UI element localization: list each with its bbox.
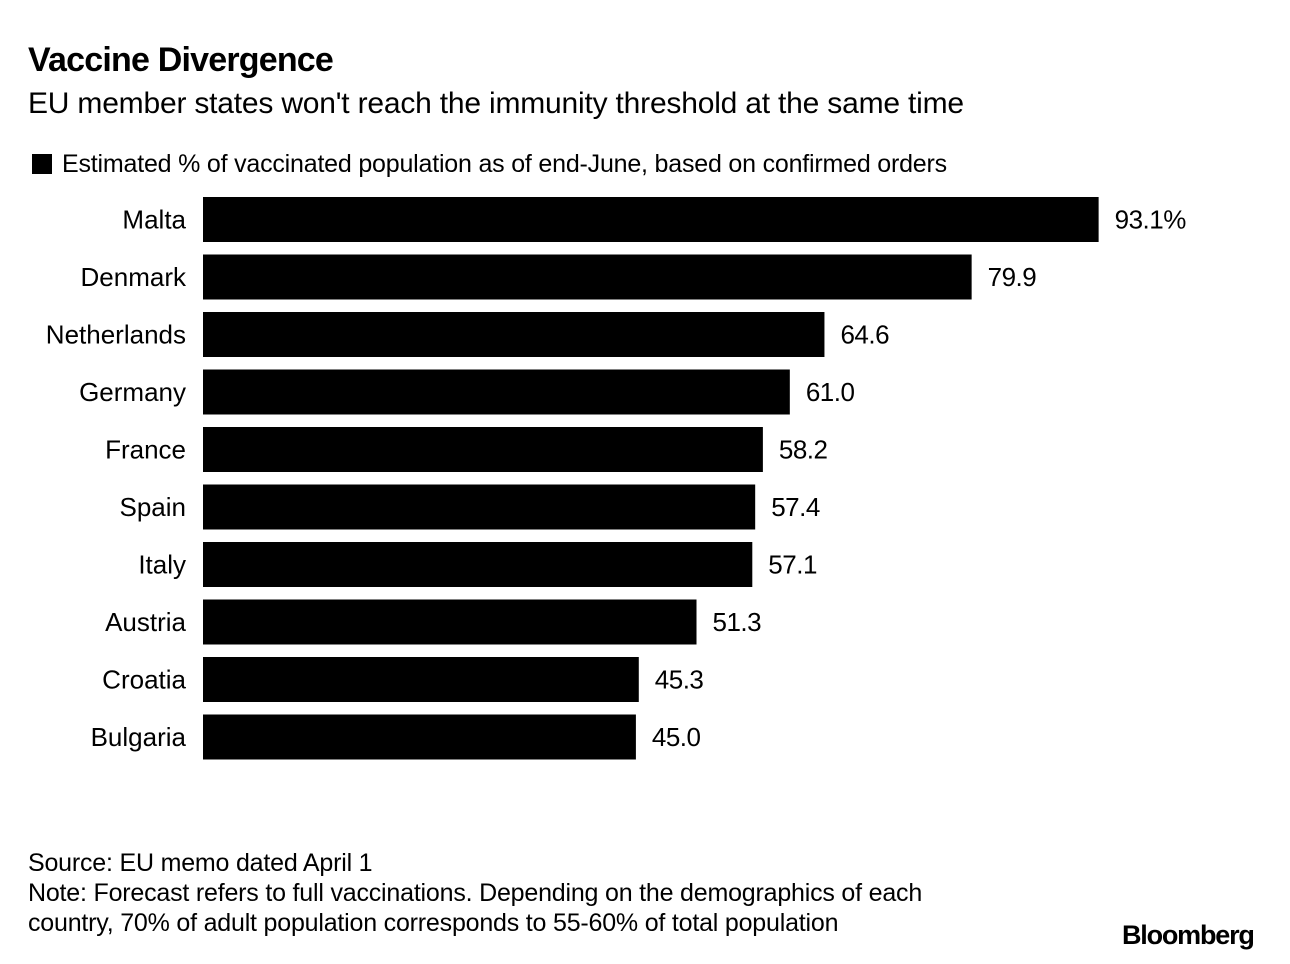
bar-netherlands	[203, 312, 825, 357]
value-label: 45.0	[652, 722, 701, 752]
value-label: 57.1	[768, 550, 817, 580]
value-label: 64.6	[840, 320, 889, 350]
bar-france	[203, 427, 763, 472]
value-label: 51.3	[713, 607, 762, 637]
legend-label: Estimated % of vaccinated population as …	[62, 149, 947, 178]
value-label: 57.4	[771, 492, 820, 522]
bar-germany	[203, 369, 790, 415]
category-label: Croatia	[102, 665, 186, 695]
value-label: 45.3	[655, 665, 704, 695]
category-label: Austria	[105, 607, 186, 637]
category-label: France	[105, 435, 186, 465]
legend-swatch	[32, 154, 52, 174]
bar-austria	[203, 599, 697, 645]
category-label: Netherlands	[46, 320, 186, 350]
category-label: Germany	[79, 377, 186, 407]
category-label: Spain	[120, 492, 187, 522]
chart-title: Vaccine Divergence	[28, 41, 334, 79]
bloomberg-logo: Bloomberg	[1122, 920, 1255, 950]
note-text-line-2: country, 70% of adult population corresp…	[28, 909, 839, 937]
bar-denmark	[203, 254, 972, 300]
value-label: 93.1%	[1115, 205, 1187, 235]
bar-spain	[203, 484, 756, 530]
legend: Estimated % of vaccinated population as …	[32, 148, 947, 180]
value-label: 58.2	[779, 435, 828, 465]
bar-croatia	[203, 657, 639, 702]
source-text: Source: EU memo dated April 1	[28, 849, 373, 877]
bar-bulgaria	[203, 714, 636, 760]
category-label: Bulgaria	[91, 722, 187, 752]
value-label: 61.0	[806, 377, 855, 407]
category-label: Malta	[122, 205, 186, 235]
footer: Source: EU memo dated April 1 Note: Fore…	[28, 848, 922, 938]
bar-malta	[203, 197, 1099, 242]
note-text-line-1: Note: Forecast refers to full vaccinatio…	[28, 879, 923, 907]
chart-subtitle: EU member states won't reach the immunit…	[28, 87, 964, 120]
bar-italy	[203, 542, 753, 587]
value-label: 79.9	[988, 262, 1037, 292]
category-label: Italy	[138, 550, 186, 580]
category-label: Denmark	[81, 262, 187, 292]
